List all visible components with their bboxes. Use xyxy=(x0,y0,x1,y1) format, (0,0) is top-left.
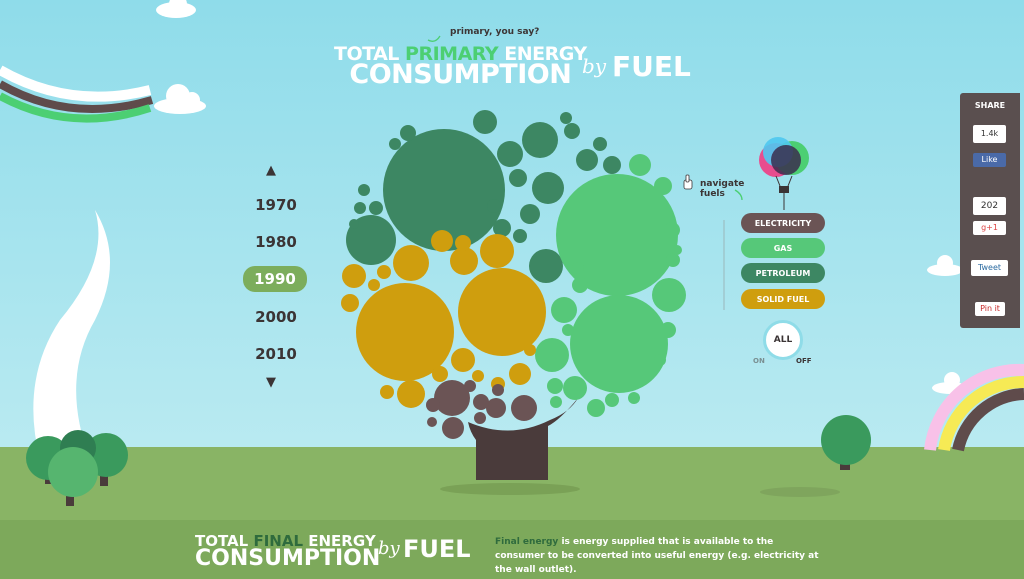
footer-by: by xyxy=(378,538,400,559)
navigate-note: navigate fuels xyxy=(700,179,745,199)
tweet-button[interactable]: Tweet xyxy=(971,260,1008,276)
petroleum-bubbles xyxy=(346,110,621,283)
fuel-button-electricity[interactable]: ELECTRICITY xyxy=(741,213,825,233)
hand-pointer-icon xyxy=(683,174,693,190)
chevron-down-icon[interactable]: ▼ xyxy=(266,375,276,390)
year-item[interactable]: 1980 xyxy=(255,233,297,251)
toggle-off-label[interactable]: OFF xyxy=(796,357,812,365)
plus-count: 202 xyxy=(973,197,1006,215)
fuel-button-gas[interactable]: GAS xyxy=(741,238,825,258)
page-title: TOTAL PRIMARY ENERGY CONSUMPTION xyxy=(334,43,587,91)
balloon-icon xyxy=(759,137,809,210)
all-toggle[interactable]: ALL xyxy=(763,320,803,360)
gas-bubbles xyxy=(535,154,686,417)
facebook-like-button[interactable]: Like xyxy=(973,153,1006,167)
title-by: by xyxy=(582,54,607,78)
fuel-button-petroleum[interactable]: PETROLEUM xyxy=(741,263,825,283)
footer-title-highlight: FINAL xyxy=(253,532,304,550)
footer-title-line2: CONSUMPTION xyxy=(195,545,381,571)
tree-icon xyxy=(26,415,871,506)
solid-fuel-bubbles xyxy=(341,230,546,408)
chevron-up-icon[interactable]: ▲ xyxy=(266,163,276,178)
fuel-button-solid-fuel[interactable]: SOLID FUEL xyxy=(741,289,825,309)
title-fuel: FUEL xyxy=(612,50,691,83)
footer-description: Final energy is energy supplied that is … xyxy=(495,535,825,577)
footer-desc-text: is energy supplied that is available to … xyxy=(495,537,819,575)
year-item[interactable]: 1970 xyxy=(255,196,297,214)
ground-footer xyxy=(0,520,1024,579)
all-toggle-label: ALL xyxy=(773,335,793,345)
toggle-on-label[interactable]: ON xyxy=(753,357,765,365)
header-note: primary, you say? xyxy=(450,27,540,37)
footer-title[interactable]: TOTAL FINAL ENERGY CONSUMPTION xyxy=(195,532,381,571)
title-pre: TOTAL xyxy=(334,43,399,65)
pinterest-button[interactable]: Pin it xyxy=(975,302,1005,316)
year-item-active[interactable]: 1990 xyxy=(243,266,307,292)
title-highlight: PRIMARY xyxy=(405,43,499,65)
footer-title-pre: TOTAL xyxy=(195,532,249,550)
google-plus-button[interactable]: g+1 xyxy=(973,221,1006,235)
footer-keyword: Final energy xyxy=(495,537,559,547)
cloud-icon xyxy=(154,0,968,394)
footer-fuel: FUEL xyxy=(403,535,471,563)
title-line2: CONSUMPTION xyxy=(349,59,572,91)
like-count: 1.4k xyxy=(973,125,1006,143)
title-post: ENERGY xyxy=(504,43,587,65)
share-panel: SHARE 1.4k Like 202 g+1 Tweet Pin it xyxy=(960,93,1020,328)
footer-title-post: ENERGY xyxy=(308,532,376,550)
year-item[interactable]: 2010 xyxy=(255,345,297,363)
year-item[interactable]: 2000 xyxy=(255,308,297,326)
share-title: SHARE xyxy=(974,101,1006,110)
electricity-bubbles xyxy=(426,380,537,439)
